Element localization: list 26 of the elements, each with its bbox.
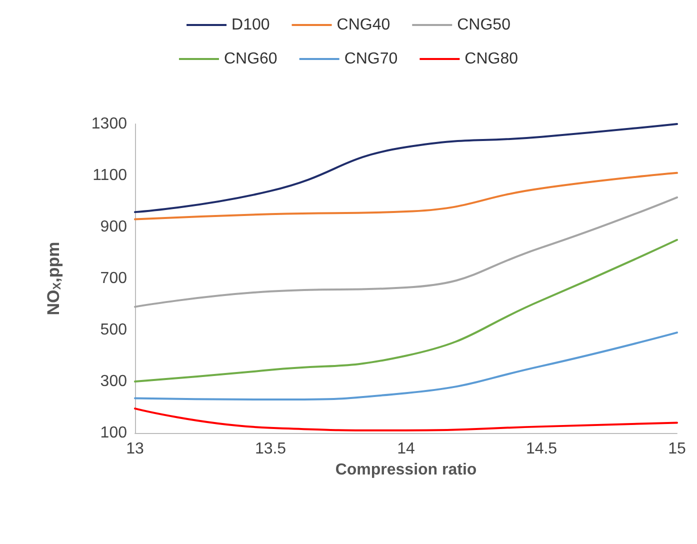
y-tick-label: 1100 (92, 167, 128, 184)
line-series (134, 123, 678, 214)
y-tick-label: 100 (100, 424, 128, 442)
x-tick-label: 15 (668, 440, 686, 458)
legend-label: D100 (232, 16, 270, 34)
y-axis-title: NOX,ppm (44, 242, 64, 316)
line-series (134, 196, 678, 308)
x-tick-label: 14 (397, 440, 415, 458)
y-tick-label: 900 (100, 218, 128, 236)
y-tick-label: 300 (100, 373, 128, 390)
x-axis-title: Compression ratio (335, 461, 477, 478)
y-tick-label: 700 (100, 270, 128, 287)
line-series (134, 408, 678, 432)
legend-label: CNG50 (457, 16, 511, 34)
line-series (134, 332, 678, 401)
y-tick-label: 1300 (91, 116, 128, 132)
legend-label: CNG40 (336, 16, 390, 34)
line-series (134, 238, 678, 382)
x-tick-label: 13 (126, 440, 144, 458)
line-series (134, 172, 678, 220)
y-tick-label: 500 (100, 322, 128, 338)
legend-label: CNG80 (464, 50, 518, 68)
x-tick-label: 14.5 (526, 440, 558, 458)
legend-label: CNG60 (224, 50, 278, 68)
x-tick-label: 13.5 (254, 440, 286, 458)
legend-label: CNG70 (344, 50, 398, 68)
